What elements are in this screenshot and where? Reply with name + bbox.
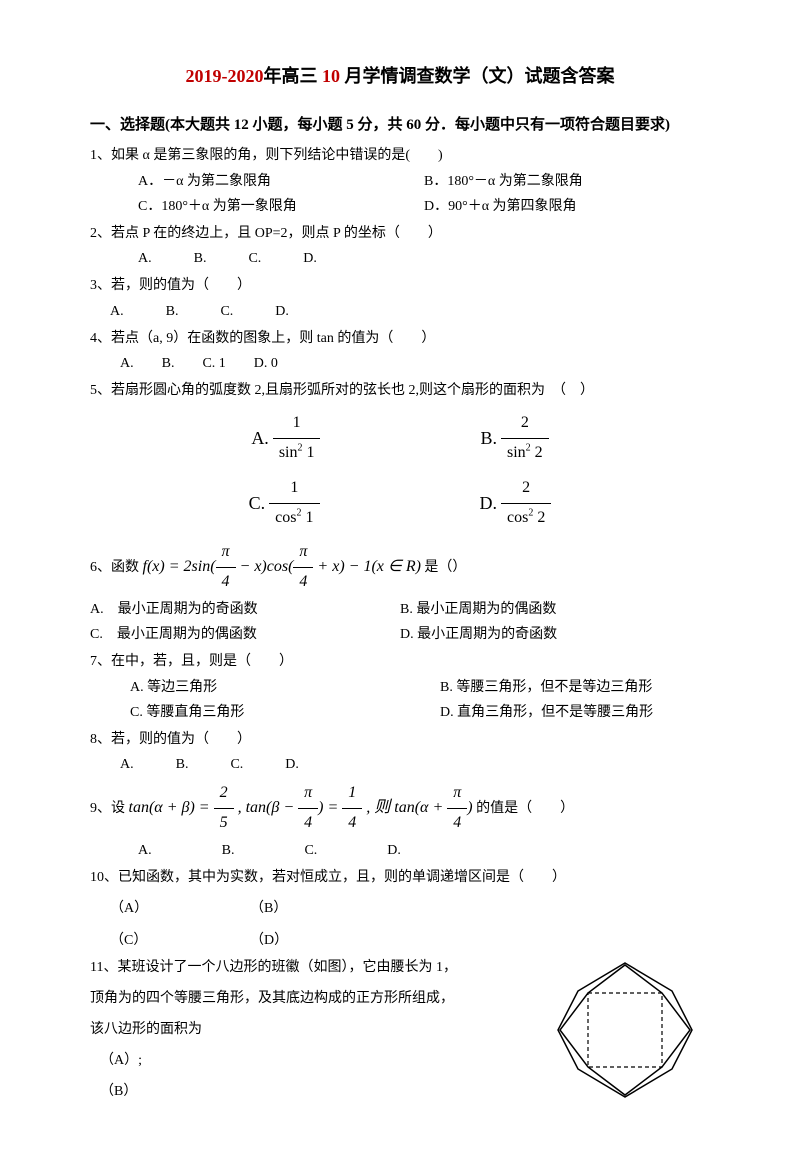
q5-c-den: cos2 1 xyxy=(269,504,319,533)
q10-opt-d: （D） xyxy=(250,928,288,953)
q7-opt-b: B. 等腰三角形，但不是等边三角形 xyxy=(400,675,710,700)
q5-b-den-l: sin xyxy=(507,444,526,461)
question-2: 2、若点 P 在的终边上，且 OP=2，则点 P 的坐标（ ） A. B. C.… xyxy=(90,221,710,271)
q6-opt-b: B. 最小正周期为的偶函数 xyxy=(400,597,710,622)
q5-c-den-r: 1 xyxy=(306,509,314,526)
q7-opt-a: A. 等边三角形 xyxy=(90,675,400,700)
question-1: 1、如果 α 是第三象限的角，则下列结论中错误的是( ) A．－α 为第二象限角… xyxy=(90,143,710,219)
q2-stem: 2、若点 P 在的终边上，且 OP=2，则点 P 的坐标（ ） xyxy=(90,221,710,246)
question-7: 7、在中，若，且，则是（ ） A. 等边三角形 B. 等腰三角形，但不是等边三角… xyxy=(90,649,710,725)
question-8: 8、若，则的值为（ ） A. B. C. D. xyxy=(90,727,710,777)
q5-a-den: sin2 1 xyxy=(273,439,321,468)
q5-d-den-l: cos xyxy=(507,509,528,526)
q5-opt-c: C.1cos2 1 xyxy=(249,474,320,533)
question-6: 6、函数 f(x) = 2sin(π4 − x)cos(π4 + x) − 1(… xyxy=(90,538,710,647)
question-5: 5、若扇形圆心角的弧度数 2,且扇形弧所对的弦长也 2,则这个扇形的面积为 （ … xyxy=(90,378,710,532)
q5-a-den-r: 1 xyxy=(306,444,314,461)
q5-d-den-r: 2 xyxy=(537,509,545,526)
q5-b-den: sin2 2 xyxy=(501,439,549,468)
q9-options: A. B. C. D. xyxy=(138,838,710,863)
q8-options: A. B. C. D. xyxy=(120,752,710,777)
question-10: 10、已知函数，其中为实数，若对恒成立，且，则的单调递增区间是（ ） （A） （… xyxy=(90,865,710,953)
q5-opt-a: A.1sin2 1 xyxy=(251,409,320,468)
q11-line2: 顶角为的四个等腰三角形，及其底边构成的正方形所组成， xyxy=(90,986,550,1011)
q6-opt-d: D. 最小正周期为的奇函数 xyxy=(400,622,710,647)
q5-stem: 5、若扇形圆心角的弧度数 2,且扇形弧所对的弦长也 2,则这个扇形的面积为 （ … xyxy=(90,378,710,403)
q5-b-den-r: 2 xyxy=(535,444,543,461)
q6-stem-pre: 6、函数 xyxy=(90,560,143,575)
q3-stem: 3、若，则的值为（ ） xyxy=(90,273,710,298)
title-month: 10 xyxy=(322,66,340,86)
q1-opt-d: D．90°＋α 为第四象限角 xyxy=(424,194,710,219)
q5-a-den-l: sin xyxy=(279,444,298,461)
q9-stem: 9、设 tan(α + β) = 25 , tan(β − π4) = 14 ,… xyxy=(90,779,710,838)
q2-options: A. B. C. D. xyxy=(138,246,710,271)
q6-stem-post: 是（） xyxy=(421,560,467,575)
q6-stem: 6、函数 f(x) = 2sin(π4 − x)cos(π4 + x) − 1(… xyxy=(90,538,710,597)
q6-formula: f(x) = 2sin(π4 − x)cos(π4 + x) − 1(x ∈ R… xyxy=(143,558,421,575)
q10-opt-b: （B） xyxy=(250,896,287,921)
q4-stem: 4、若点（a, 9）在函数的图象上，则 tan 的值为（ ） xyxy=(90,326,710,351)
question-9: 9、设 tan(α + β) = 25 , tan(β − π4) = 14 ,… xyxy=(90,779,710,863)
q11-opt-a: （A）; xyxy=(100,1048,550,1073)
q5-label-a: A. xyxy=(251,422,269,454)
q10-stem: 10、已知函数，其中为实数，若对恒成立，且，则的单调递增区间是（ ） xyxy=(90,865,710,890)
q5-b-num: 2 xyxy=(501,409,549,439)
section-1-heading: 一、选择题(本大题共 12 小题，每小题 5 分，共 60 分．每小题中只有一项… xyxy=(90,112,710,139)
octagon-figure xyxy=(550,955,710,1105)
page-title: 2019-2020年高三 10 月学情调查数学（文）试题含答案 xyxy=(90,60,710,92)
q5-label-d: D. xyxy=(480,487,498,519)
q5-label-c: C. xyxy=(249,487,266,519)
q7-opt-c: C. 等腰直角三角形 xyxy=(90,700,400,725)
question-11: 11、某班设计了一个八边形的班徽（如图），它由腰长为 1， 顶角为的四个等腰三角… xyxy=(90,955,710,1105)
q5-label-b: B. xyxy=(480,422,497,454)
q5-d-num: 2 xyxy=(501,474,551,504)
question-3: 3、若，则的值为（ ） A. B. C. D. xyxy=(90,273,710,323)
q11-opt-b: （B） xyxy=(100,1079,550,1104)
title-p2: 年高三 xyxy=(264,66,318,86)
q5-opt-d: D.2cos2 2 xyxy=(480,474,552,533)
q1-opt-a: A．－α 为第二象限角 xyxy=(138,169,424,194)
q1-opt-b: B．180°－α 为第二象限角 xyxy=(424,169,710,194)
q5-c-num: 1 xyxy=(269,474,319,504)
q4-options: A. B. C. 1 D. 0 xyxy=(120,351,710,376)
q5-opt-b: B.2sin2 2 xyxy=(480,409,548,468)
q11-line3: 该八边形的面积为 xyxy=(90,1017,550,1042)
q5-a-num: 1 xyxy=(273,409,321,439)
q6-opt-c: C. 最小正周期为的偶函数 xyxy=(90,622,400,647)
q10-opt-a: （A） xyxy=(110,896,250,921)
q7-stem: 7、在中，若，且，则是（ ） xyxy=(90,649,710,674)
q3-options: A. B. C. D. xyxy=(110,299,710,324)
q5-c-den-l: cos xyxy=(275,509,296,526)
question-4: 4、若点（a, 9）在函数的图象上，则 tan 的值为（ ） A. B. C. … xyxy=(90,326,710,376)
q7-opt-d: D. 直角三角形，但不是等腰三角形 xyxy=(400,700,710,725)
q11-line1: 11、某班设计了一个八边形的班徽（如图），它由腰长为 1， xyxy=(90,955,550,980)
q1-stem: 1、如果 α 是第三象限的角，则下列结论中错误的是( ) xyxy=(90,143,710,168)
q8-stem: 8、若，则的值为（ ） xyxy=(90,727,710,752)
title-p4: 月学情调查数学（文）试题含答案 xyxy=(345,66,615,86)
q10-opt-c: （C） xyxy=(110,928,250,953)
q5-d-den: cos2 2 xyxy=(501,504,551,533)
q1-opt-c: C．180°＋α 为第一象限角 xyxy=(138,194,424,219)
q6-opt-a: A. 最小正周期为的奇函数 xyxy=(90,597,400,622)
title-year: 2019-2020 xyxy=(186,66,264,86)
